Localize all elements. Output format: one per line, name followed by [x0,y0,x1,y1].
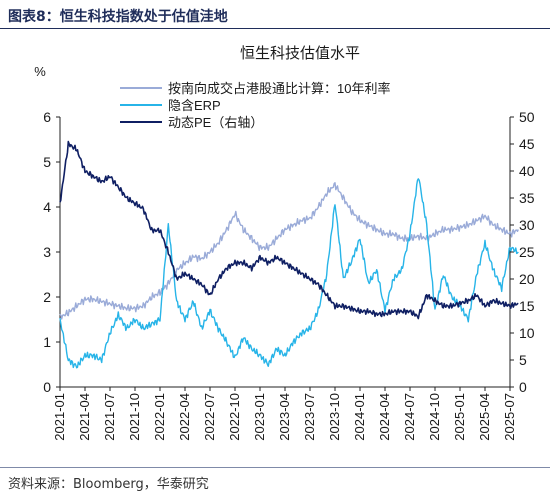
figure-label: 图表8： [8,9,60,25]
x-tick-label: 2023-04 [277,393,292,441]
x-tick-label: 2021-04 [77,393,92,441]
x-tick-label: 2021-01 [52,393,67,441]
left-tick-label: 3 [43,244,51,260]
left-tick-label: 6 [43,109,51,125]
right-tick-label: 10 [519,325,535,341]
right-tick-label: 35 [519,190,535,206]
figure-caption: 图表8：恒生科技指数处于估值洼地 [8,6,228,28]
right-tick-label: 20 [519,271,535,287]
figure-title: 恒生科技指数处于估值洼地 [59,9,228,25]
right-tick-label: 25 [519,244,535,260]
left-tick-label: 4 [43,199,51,215]
bottom-rule [0,467,550,468]
right-tick-label: 0 [519,379,527,395]
source-note: 资料来源：Bloomberg，华泰研究 [8,477,209,492]
x-tick-label: 2024-04 [377,393,392,441]
x-tick-label: 2023-01 [252,393,267,441]
chart-title: 恒生科技估值水平 [240,45,360,62]
series-lines [59,140,519,369]
x-tick-label: 2022-10 [227,393,242,441]
top-rule [0,28,550,29]
left-axis-unit: % [34,64,46,79]
series-line-1 [59,178,519,369]
left-tick-label: 1 [43,334,51,350]
x-tick-label: 2023-07 [302,393,317,441]
left-tick-label: 2 [43,289,51,305]
right-tick-label: 15 [519,298,535,314]
x-tick-label: 2022-07 [202,393,217,441]
x-tick-label: 2022-01 [152,393,167,441]
x-tick-label: 2023-10 [327,393,342,441]
right-tick-label: 50 [519,109,535,125]
x-tick-label: 2025-01 [452,393,467,441]
legend-label-2: 动态PE（右轴） [168,115,263,130]
x-tick-label: 2022-04 [177,393,192,441]
x-tick-label: 2025-04 [477,393,492,441]
right-tick-label: 45 [519,136,535,152]
x-tick-label: 2021-10 [127,393,142,441]
left-tick-label: 0 [43,379,51,395]
right-tick-label: 5 [519,352,527,368]
series-line-2 [59,140,519,320]
series-line-0 [59,182,519,320]
x-tick-label: 2024-01 [352,393,367,441]
x-tick-label: 2025-07 [502,393,517,441]
x-tick-label: 2024-07 [402,393,417,441]
left-tick-label: 5 [43,154,51,170]
legend-label-1: 隐含ERP [168,98,221,113]
right-tick-label: 30 [519,217,535,233]
right-tick-label: 40 [519,163,535,179]
legend-label-0: 按南向成交占港股通比计算：10年利率 [168,81,390,96]
x-tick-label: 2021-07 [102,393,117,441]
x-tick-label: 2024-10 [427,393,442,441]
